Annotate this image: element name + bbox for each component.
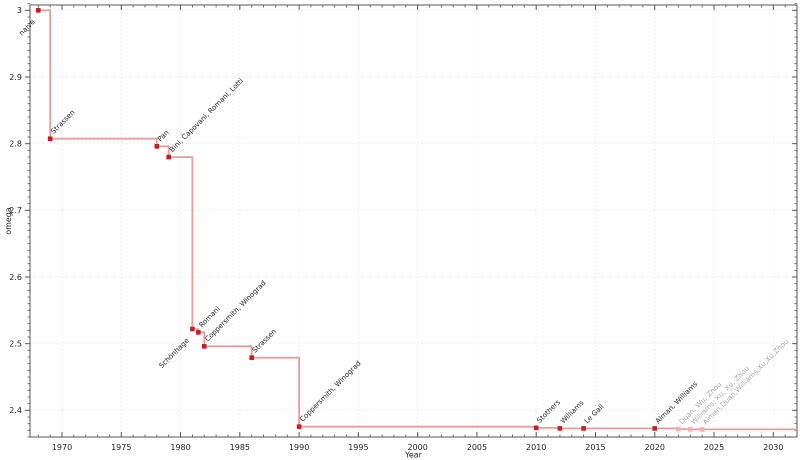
data-point <box>201 344 207 349</box>
x-tick-label: 2005 <box>467 443 487 452</box>
y-tick-label: 2.4 <box>9 406 22 415</box>
y-tick-label: 2.9 <box>9 73 22 82</box>
data-point <box>154 144 160 149</box>
data-point <box>533 425 539 431</box>
point-label: Strassen <box>251 327 278 354</box>
x-tick-label: 1995 <box>348 443 368 452</box>
data-point <box>47 136 53 142</box>
x-tick-label: 1970 <box>52 443 72 452</box>
point-label: Strassen <box>49 108 76 135</box>
x-tick-label: 1990 <box>289 443 309 452</box>
point-label: Williams, Xu, Xu, Zhou <box>690 365 752 427</box>
data-point <box>249 355 254 360</box>
x-tick-label: 2015 <box>585 443 605 452</box>
data-point <box>652 426 658 431</box>
data-point <box>296 424 302 429</box>
point-label: naive <box>18 18 37 37</box>
data-point <box>688 426 693 432</box>
point-label: Stothers <box>535 398 562 425</box>
x-tick-label: 1980 <box>170 443 190 452</box>
y-tick-label: 2.5 <box>9 339 22 348</box>
y-tick-label: 2.7 <box>9 206 22 215</box>
x-tick-label: 2020 <box>645 443 665 452</box>
data-point <box>35 8 41 13</box>
point-label: Bini, Capovani, Romani, Lotti <box>168 77 245 154</box>
y-tick-label: 2.6 <box>9 273 22 282</box>
point-label: Schönhage <box>158 337 191 370</box>
data-point <box>166 154 172 160</box>
data-point <box>581 426 586 431</box>
data-point <box>190 326 195 332</box>
point-label: Pan <box>156 129 171 144</box>
x-axis-title: Year <box>404 451 423 460</box>
data-point <box>676 426 681 432</box>
plot-border <box>29 4 798 438</box>
y-tick-label: 2.8 <box>9 139 22 148</box>
x-tick-label: 2025 <box>704 443 724 452</box>
data-point <box>699 427 705 432</box>
x-tick-label: 1985 <box>230 443 250 452</box>
data-point <box>196 330 201 335</box>
point-label: Williams <box>559 399 586 426</box>
data-point <box>557 426 563 431</box>
y-axis-title: omega <box>4 207 13 235</box>
y-tick-label: 3 <box>17 6 22 15</box>
x-tick-label: 2030 <box>763 443 783 452</box>
point-label: Le Gall <box>583 403 606 426</box>
x-tick-label: 2000 <box>407 443 427 452</box>
x-tick-label: 1975 <box>111 443 131 452</box>
point-label: Coppersmith, Winograd <box>298 359 362 423</box>
x-tick-label: 2010 <box>526 443 546 452</box>
